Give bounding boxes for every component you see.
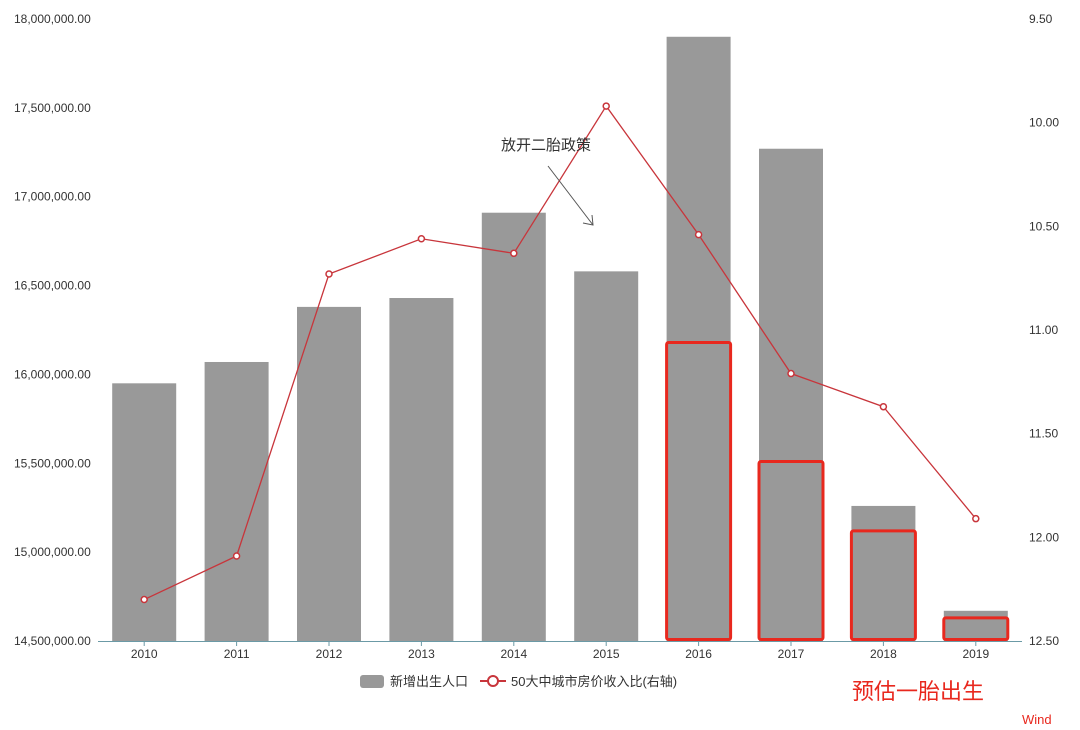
x-tick-label: 2011: [224, 647, 250, 661]
left-tick-label: 15,500,000.00: [14, 456, 91, 470]
line-point: [972, 514, 980, 523]
line-point: [140, 595, 148, 604]
legend: 新增出生人口 50大中城市房价收入比(右轴): [360, 674, 677, 689]
x-tick-label: 2012: [316, 647, 343, 661]
annotation: 放开二胎政策: [501, 137, 594, 226]
right-axis-ticks: 9.50 10.00 10.50 11.00 11.50 12.00 12.50: [1029, 12, 1059, 648]
right-tick-label: 11.50: [1029, 427, 1058, 441]
left-tick-label: 15,000,000.00: [14, 545, 91, 559]
x-axis-ticks: 2010 2011 2012 2013 2014 2015 2016 2017 2018 2019: [131, 641, 989, 661]
bar-series-births: [112, 36, 1008, 642]
line-point: [787, 369, 795, 378]
right-tick-label: 9.50: [1029, 12, 1053, 26]
bar: [759, 148, 823, 641]
right-tick-label: 11.00: [1029, 323, 1058, 337]
line-point: [417, 235, 426, 243]
x-tick-label: 2015: [593, 647, 620, 661]
left-tick-label: 14,500,000.00: [14, 634, 91, 648]
bar: [481, 212, 546, 642]
left-tick-label: 18,000,000.00: [14, 12, 91, 26]
x-tick-label: 2014: [500, 647, 527, 661]
highlight-label: 预估一胎出生: [852, 679, 984, 704]
right-tick-label: 12.00: [1029, 530, 1059, 544]
line-point: [232, 552, 241, 560]
line-point: [602, 102, 610, 110]
x-tick-label: 2017: [778, 647, 805, 661]
line-point: [879, 402, 888, 411]
annotation-arrowhead: [582, 214, 594, 226]
left-tick-label: 17,000,000.00: [14, 190, 91, 204]
right-tick-label: 10.00: [1029, 116, 1059, 130]
right-tick-label: 12.50: [1029, 634, 1059, 648]
bar: [851, 505, 916, 641]
bar: [297, 306, 361, 641]
bar: [666, 36, 731, 642]
left-tick-label: 16,000,000.00: [14, 367, 91, 381]
legend-bar-label: 新增出生人口: [390, 674, 468, 689]
bar: [204, 361, 269, 641]
left-axis-ticks: 14,500,000.00 15,000,000.00 15,500,000.00 1…: [14, 12, 91, 648]
x-tick-label: 2013: [408, 647, 435, 661]
annotation-arrow: [547, 165, 594, 226]
highlight-box: [757, 460, 825, 641]
highlight-box: [942, 616, 1010, 642]
highlight-box: [665, 340, 733, 641]
line-point: [325, 270, 333, 278]
annotation-label: 放开二胎政策: [501, 137, 591, 154]
x-tick-label: 2018: [870, 647, 897, 661]
legend-line-label: 50大中城市房价收入比(右轴): [511, 674, 677, 689]
right-tick-label: 10.50: [1029, 219, 1059, 233]
x-tick-label: 2019: [962, 647, 989, 661]
line-series-price-income-ratio: [140, 102, 980, 604]
highlight-box: [849, 529, 917, 641]
line-point: [510, 249, 518, 258]
source-watermark: Wind: [1022, 712, 1052, 727]
highlight-boxes-first-child: [665, 340, 1010, 642]
bar: [574, 271, 639, 641]
bar: [389, 298, 454, 641]
x-tick-label: 2016: [685, 647, 712, 661]
series-line: [143, 104, 977, 601]
left-tick-label: 17,500,000.00: [14, 101, 91, 115]
left-tick-label: 16,500,000.00: [14, 279, 91, 293]
line-point: [694, 230, 703, 239]
legend-line-marker: [487, 675, 499, 687]
legend-bar-swatch: [360, 675, 384, 688]
bar: [943, 610, 1008, 641]
x-tick-label: 2010: [131, 647, 158, 661]
